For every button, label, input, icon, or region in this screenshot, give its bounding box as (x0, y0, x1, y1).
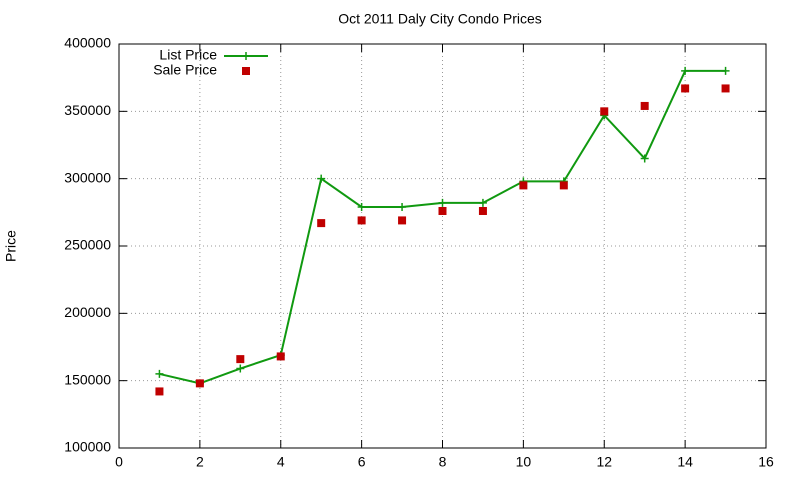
x-tick-label: 16 (758, 454, 774, 470)
x-tick-label: 0 (115, 454, 123, 470)
point (357, 216, 366, 225)
point (236, 364, 245, 373)
point (276, 352, 285, 361)
point (242, 67, 250, 75)
point (681, 66, 690, 75)
point (438, 198, 447, 207)
point (155, 387, 164, 396)
x-tick-label: 4 (277, 454, 285, 470)
point (721, 84, 730, 93)
x-tick-label: 12 (596, 454, 612, 470)
point (478, 198, 487, 207)
legend-label: Sale Price (153, 62, 217, 78)
chart-title: Oct 2011 Daly City Condo Prices (338, 11, 542, 27)
point (398, 216, 407, 225)
x-tick-label: 14 (677, 454, 693, 470)
x-tick-label: 2 (196, 454, 204, 470)
y-tick-label: 200000 (64, 304, 111, 320)
point (195, 379, 204, 388)
y-tick-label: 150000 (64, 371, 111, 387)
y-tick-label: 300000 (64, 169, 111, 185)
point (398, 202, 407, 211)
point (317, 174, 326, 183)
y-axis-label: Price (3, 230, 19, 262)
point (721, 66, 730, 75)
point (236, 355, 245, 364)
x-tick-label: 6 (358, 454, 366, 470)
point (155, 369, 164, 378)
y-tick-label: 250000 (64, 237, 111, 253)
point (357, 202, 366, 211)
plot-frame (118, 43, 767, 449)
point (519, 181, 528, 190)
x-tick-label: 8 (439, 454, 447, 470)
point (559, 181, 568, 190)
point (640, 101, 649, 110)
x-tick-label: 10 (516, 454, 532, 470)
y-tick-label: 350000 (64, 102, 111, 118)
point (242, 52, 250, 60)
point (438, 206, 447, 215)
point (478, 206, 487, 215)
legend-label: List Price (159, 47, 217, 63)
point (681, 84, 690, 93)
point (317, 219, 326, 228)
point (600, 107, 609, 116)
y-tick-label: 100000 (64, 439, 111, 455)
y-tick-label: 400000 (64, 35, 111, 51)
point (640, 154, 649, 163)
